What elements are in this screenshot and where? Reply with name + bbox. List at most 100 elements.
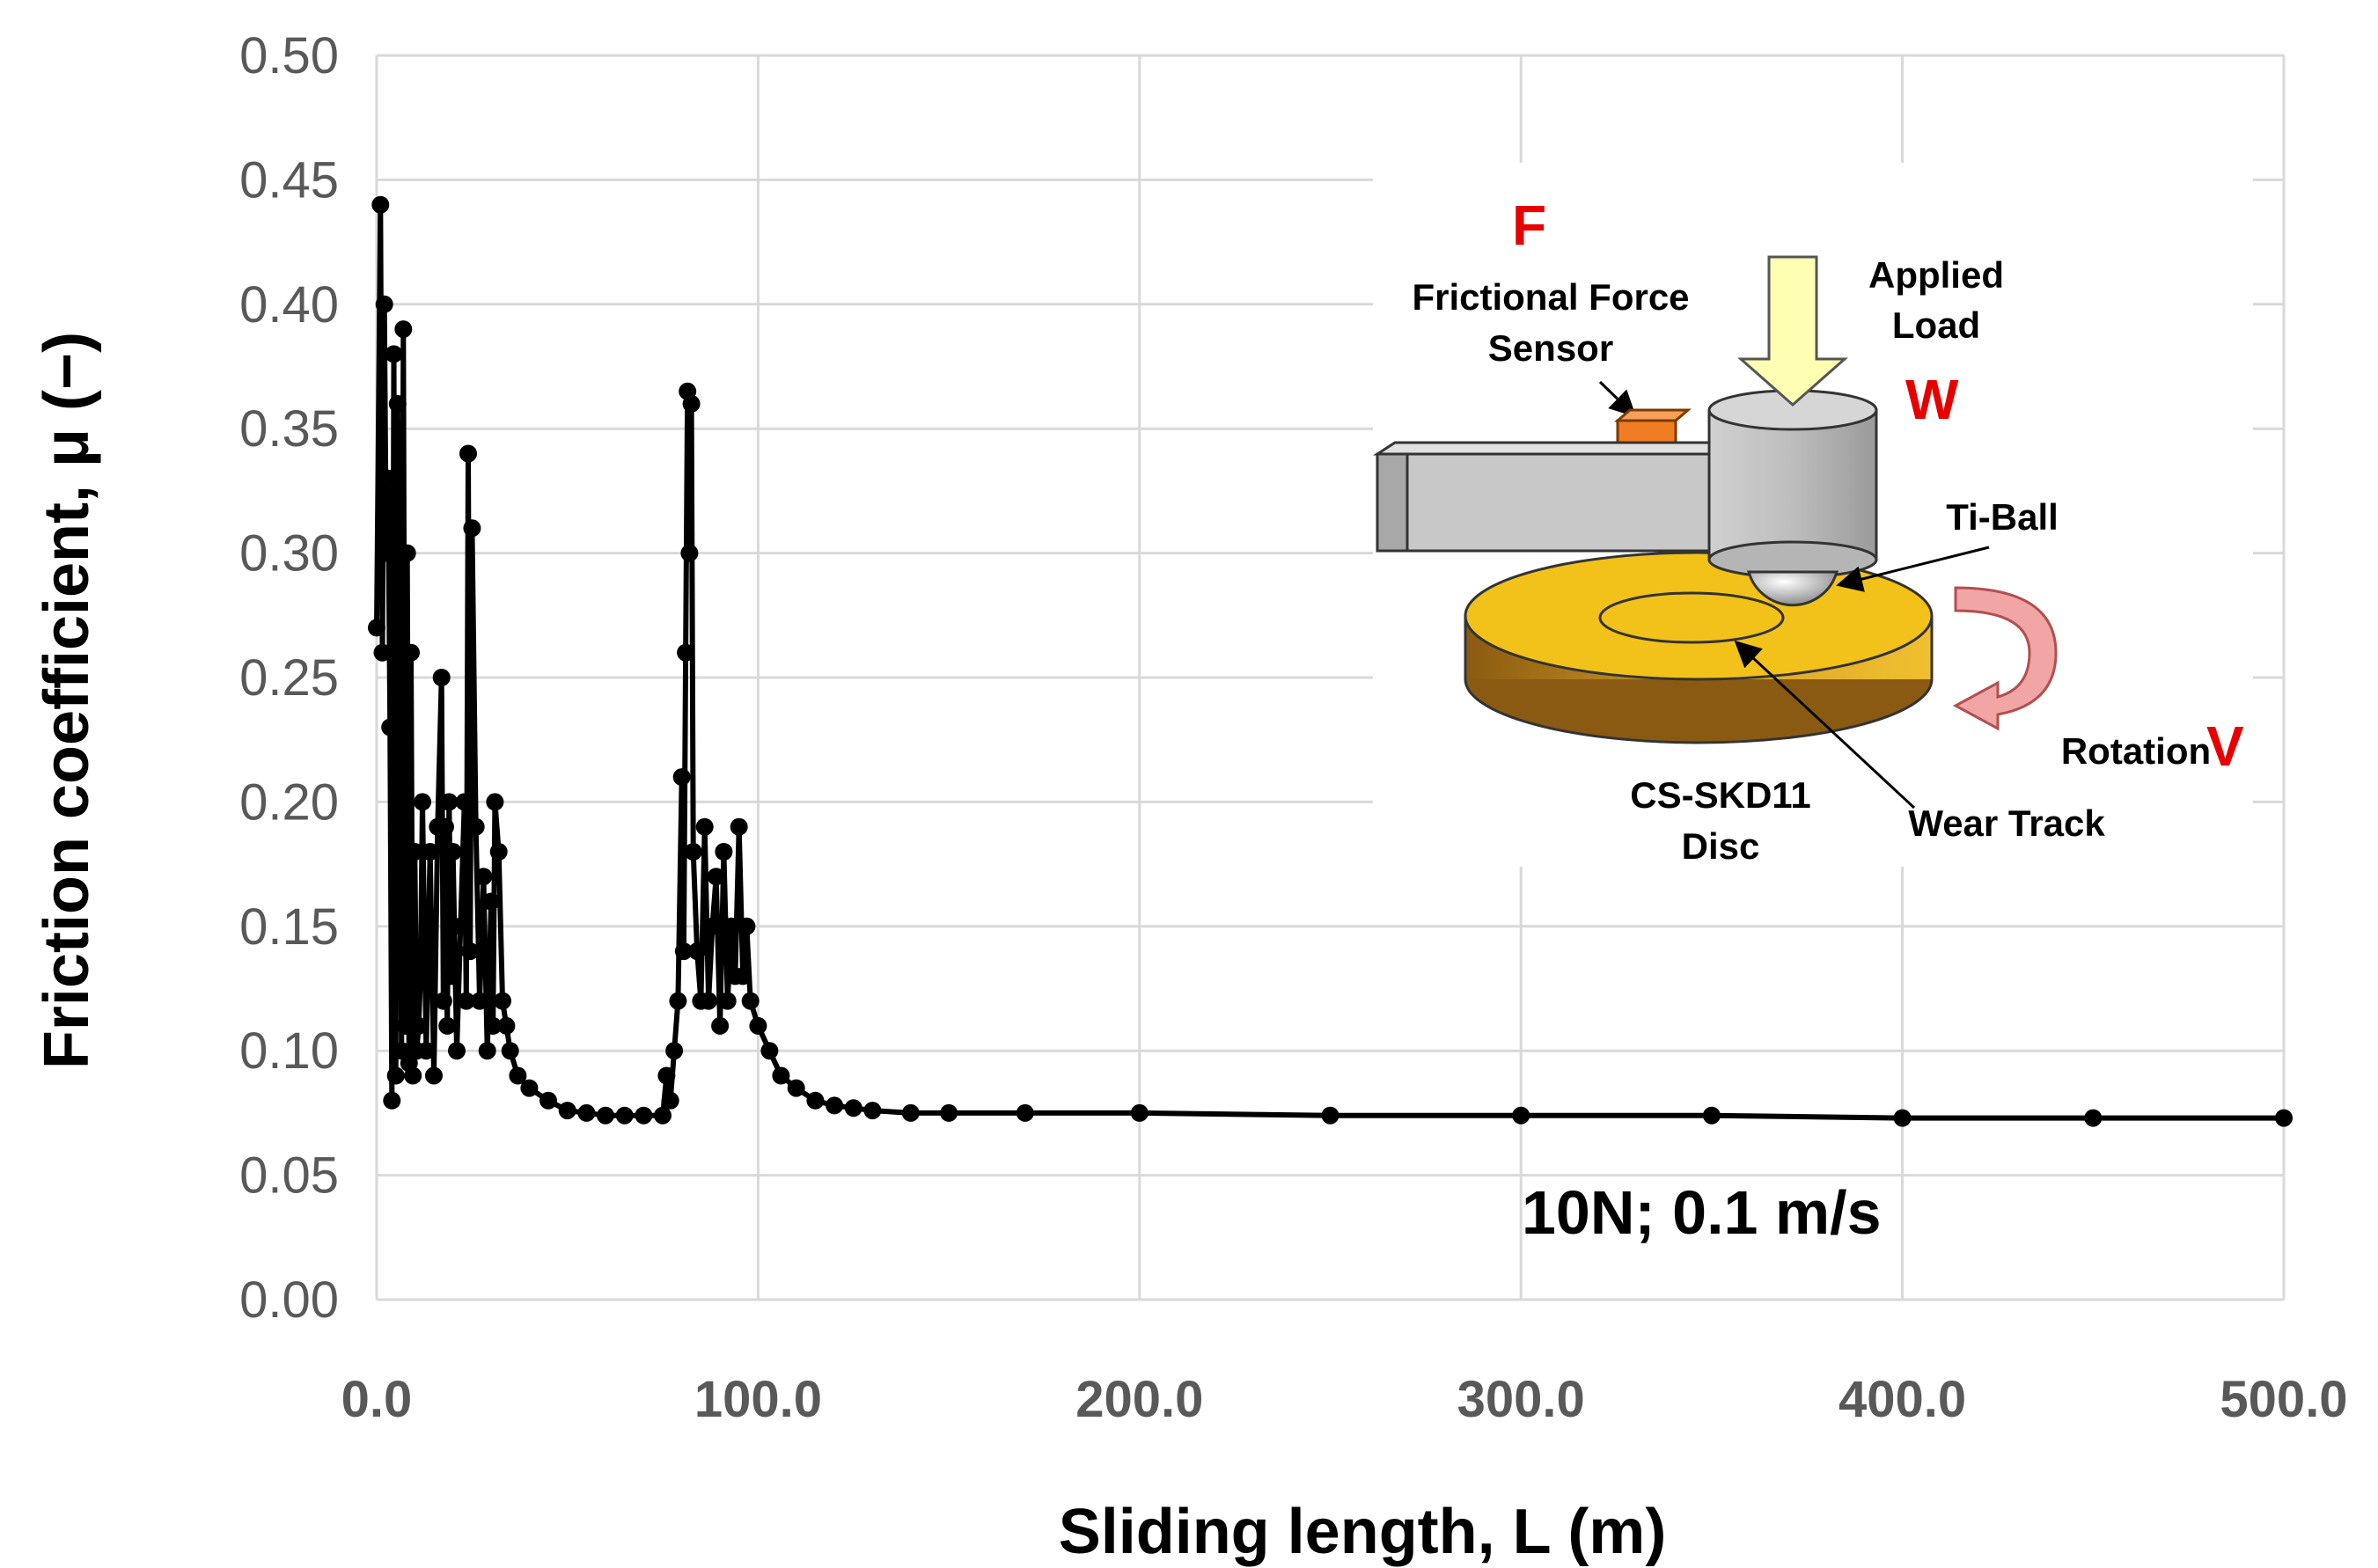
data-point [2084,1109,2103,1127]
data-point [734,967,752,985]
x-tick-label: 400.0 [1839,1371,1966,1428]
rotation-label: Rotation [2061,730,2211,772]
data-point [451,917,470,935]
data-point [459,444,477,463]
data-point [700,992,718,1010]
ball-label: Ti-Ball [1946,496,2059,538]
data-point [478,1042,496,1060]
data-point [394,320,413,339]
data-point [723,917,741,935]
holder-bar [1376,452,1731,553]
data-point [715,843,733,861]
data-point [440,793,459,811]
data-point [434,992,452,1010]
data-point [402,643,420,662]
data-point [1512,1106,1530,1125]
y-tick-label: 0.40 [239,276,339,333]
load-arrow [1737,255,1848,407]
data-point [558,1102,576,1120]
data-point [486,793,504,811]
data-point [406,843,424,861]
data-point [388,394,407,413]
sensor-label-line2: Sensor [1488,327,1613,369]
y-tick-label: 0.25 [239,649,339,707]
data-point [806,1091,825,1110]
data-point [730,817,748,836]
data-point [682,394,701,413]
data-point [438,1016,457,1035]
data-point [674,942,693,961]
data-point [381,718,400,736]
data-point [661,1091,679,1110]
data-series [368,195,2293,1127]
data-point [484,1016,503,1035]
data-point [463,519,481,538]
data-point [373,643,392,662]
data-point [654,1106,672,1125]
data-point [448,1042,466,1060]
data-point [386,1066,405,1085]
wear-track [1598,591,1785,644]
data-point [665,1042,684,1060]
data-point [738,917,756,935]
sensor-pointer [1598,380,1637,418]
velocity-symbol: V [2206,714,2244,778]
disc-label-line1: CS-SKD11 [1630,774,1810,816]
data-point [379,469,397,487]
disc-label-line2: Disc [1682,825,1760,867]
data-point [520,1079,539,1097]
data-point [539,1091,557,1110]
ball-holder-cylinder [1707,408,1878,561]
holder-bar-top [1372,441,1752,456]
data-point [672,768,691,787]
data-point [471,992,488,1010]
rotation-arrow [1952,586,2058,731]
y-tick-label: 0.45 [239,151,339,209]
data-point [368,619,385,637]
data-point [635,1106,653,1125]
data-point [444,843,462,861]
data-point [680,544,699,562]
data-point [398,544,416,562]
data-point [1702,1106,1721,1125]
data-point [432,669,451,686]
data-point [391,594,408,612]
data-point [417,1042,436,1060]
data-point [1130,1103,1149,1122]
data-point [940,1103,958,1122]
ball-pointer [1836,546,1990,592]
x-axis-title: Sliding length, L (m) [1059,1497,1667,1567]
data-point [474,868,493,886]
data-point [409,1016,428,1035]
holder-bar-front [1376,452,1409,553]
data-point [844,1099,862,1117]
data-point [377,544,395,562]
y-tick-label: 0.35 [239,400,339,458]
y-tick-label: 0.05 [239,1147,339,1205]
ti-ball [1747,570,1839,607]
data-point [455,793,473,811]
data-point [442,967,460,985]
load-label-line2: Load [1892,304,1980,346]
data-point [901,1103,920,1122]
data-point [371,195,390,214]
disc-top [1464,551,1934,681]
x-tick-label: 500.0 [2220,1371,2347,1428]
data-point [707,868,725,886]
force-symbol: F [1512,194,1546,257]
data-point [461,942,480,961]
data-point [684,843,702,861]
data-point [1016,1103,1034,1122]
data-point [437,817,454,836]
data-point [577,1103,596,1122]
x-tick-label: 300.0 [1457,1371,1585,1428]
data-point [411,967,429,985]
sensor-label-line1: Frictional Force [1412,276,1689,318]
data-point [669,992,687,1010]
y-tick-label: 0.30 [239,525,339,583]
data-point [501,1042,519,1060]
data-point [425,1066,443,1085]
data-point [695,817,714,836]
data-point [2275,1109,2293,1127]
